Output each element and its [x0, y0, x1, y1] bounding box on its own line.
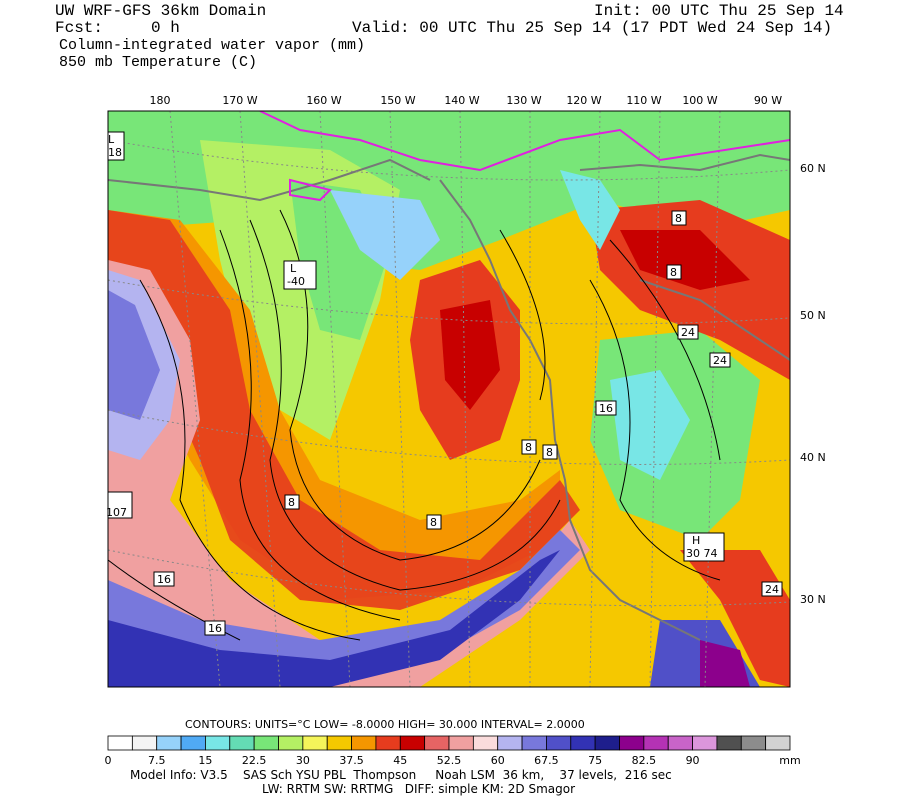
color-swatch	[692, 735, 718, 751]
longitude-label: 160 W	[306, 94, 341, 107]
init-time: Init: 00 UTC Thu 25 Sep 14	[594, 2, 844, 20]
contour-label: 24	[765, 583, 779, 596]
contour-label: H	[692, 534, 700, 547]
scale-unit: mm	[779, 754, 800, 767]
scale-label: 15	[198, 754, 212, 767]
latitude-label: 30 N	[800, 593, 826, 606]
color-swatch	[546, 735, 572, 751]
latitude-label: 40 N	[800, 451, 826, 464]
contour-label: L	[290, 262, 297, 275]
color-swatch	[326, 735, 352, 751]
scale-label: 22.5	[242, 754, 267, 767]
longitude-label: 120 W	[566, 94, 601, 107]
contour-label: -40	[287, 275, 305, 288]
scale-label: 37.5	[339, 754, 364, 767]
scale-label: 0	[105, 754, 112, 767]
contour-label: 8	[430, 516, 437, 529]
header-line: 850 mb Temperature (C)	[59, 54, 258, 71]
contour-label: 24	[713, 354, 727, 367]
header-line: UW WRF-GFS 36km Domain	[55, 2, 267, 20]
valid-time: Valid: 00 UTC Thu 25 Sep 14 (17 PDT Wed …	[352, 19, 833, 37]
longitude-label: 150 W	[380, 94, 415, 107]
footer-line: LW: RRTM SW: RRTMG DIFF: simple KM: 2D S…	[262, 782, 576, 796]
contour-label: L	[108, 133, 115, 146]
longitude-label: 170 W	[222, 94, 257, 107]
color-swatch	[667, 735, 693, 751]
color-swatch	[716, 735, 742, 751]
scale-label: 30	[296, 754, 310, 767]
color-swatch	[570, 735, 596, 751]
scale-label: 60	[491, 754, 505, 767]
longitude-label: 180	[150, 94, 171, 107]
scale-label: 82.5	[632, 754, 657, 767]
scale-label: 75	[588, 754, 602, 767]
color-swatch	[351, 735, 377, 751]
contour-label: 24	[681, 326, 695, 339]
color-swatch	[740, 735, 767, 751]
contour-label: 8	[670, 266, 677, 279]
scale-label: 45	[393, 754, 407, 767]
color-swatch	[399, 735, 426, 751]
contour-label: 107	[106, 506, 127, 519]
header-line: Column-integrated water vapor (mm)	[59, 37, 366, 54]
color-swatch	[424, 735, 450, 751]
longitude-label: 100 W	[682, 94, 717, 107]
color-swatch	[156, 735, 182, 751]
map: 180 170 W 160 W 150 W 140 W 130 W 120 W 110 W 10…	[105, 94, 826, 767]
color-swatch	[253, 735, 279, 751]
color-swatch	[619, 735, 645, 751]
contour-label: 16	[157, 573, 171, 586]
color-swatch	[302, 735, 328, 751]
header-line: Fcst: 0 h	[55, 19, 180, 37]
latitude-label: 60 N	[800, 162, 826, 175]
footer-line: Model Info: V3.5 SAS Sch YSU PBL Thompso…	[130, 768, 672, 782]
color-swatch	[521, 735, 547, 751]
color-swatch	[205, 735, 231, 751]
color-swatch	[375, 735, 401, 751]
scale-label: 67.5	[534, 754, 559, 767]
contour-label: 8	[546, 446, 553, 459]
contour-label: 8	[675, 212, 682, 225]
longitude-label: 110 W	[626, 94, 661, 107]
color-swatch	[765, 735, 791, 751]
contour-labels: L -40 8 8 8 8 8 8 16 16 16 24 24 24 H 30…	[106, 131, 783, 636]
scale-label: 7.5	[148, 754, 166, 767]
coastline	[108, 153, 790, 641]
color-swatch	[594, 735, 620, 751]
latitude-label: 50 N	[800, 309, 826, 322]
longitude-label: 130 W	[506, 94, 541, 107]
color-swatch	[229, 735, 255, 751]
longitude-label: 140 W	[444, 94, 479, 107]
contours-info: CONTOURS: UNITS=°C LOW= -8.0000 HIGH= 30…	[185, 718, 585, 731]
contour-label: 30 74	[686, 547, 718, 560]
color-swatch	[131, 735, 158, 751]
map-frame	[107, 110, 791, 688]
color-swatch	[107, 735, 133, 751]
contour-label: 8	[525, 441, 532, 454]
color-swatch	[497, 735, 523, 751]
scale-label: 52.5	[437, 754, 462, 767]
scale-label: 90	[686, 754, 700, 767]
water-vapor-field	[108, 111, 790, 687]
contour-label: 8	[288, 496, 295, 509]
color-swatch	[472, 735, 499, 751]
color-swatch	[643, 735, 669, 751]
color-swatch	[180, 735, 206, 751]
graticule	[108, 111, 790, 687]
contour-label: 18	[108, 146, 122, 159]
contour-label: 16	[208, 622, 222, 635]
longitude-label: 90 W	[754, 94, 782, 107]
contour-label: 16	[599, 402, 613, 415]
color-swatch	[448, 735, 474, 751]
color-swatch	[278, 735, 304, 751]
